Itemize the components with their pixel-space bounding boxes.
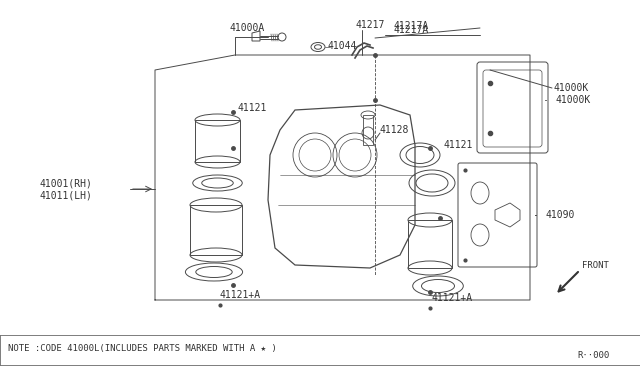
Text: R··000: R··000 [578, 350, 610, 359]
Text: 41121: 41121 [237, 103, 266, 113]
Text: 41217A: 41217A [393, 21, 428, 31]
Text: 41128: 41128 [380, 125, 410, 135]
Text: 41000A: 41000A [230, 23, 265, 33]
Text: 41090: 41090 [545, 210, 574, 220]
Text: 41217: 41217 [355, 20, 385, 30]
Text: NOTE :CODE 41000L(INCLUDES PARTS MARKED WITH A ★ ): NOTE :CODE 41000L(INCLUDES PARTS MARKED … [8, 343, 276, 353]
Text: 41001(RH): 41001(RH) [40, 178, 93, 188]
Text: 41217A: 41217A [394, 25, 429, 35]
Bar [195, 120, 240, 162]
Bar [190, 205, 242, 255]
Text: FRONT: FRONT [582, 260, 609, 269]
Bar [408, 220, 452, 268]
Text: 41121+A: 41121+A [432, 293, 473, 303]
Text: 41000K: 41000K [555, 95, 590, 105]
Text: 41000K: 41000K [554, 83, 589, 93]
Text: 41011(LH): 41011(LH) [40, 190, 93, 200]
Text: 41121: 41121 [443, 140, 472, 150]
Text: 41044: 41044 [328, 41, 357, 51]
Bar [363, 115, 373, 145]
Text: 41121+A: 41121+A [220, 290, 261, 300]
